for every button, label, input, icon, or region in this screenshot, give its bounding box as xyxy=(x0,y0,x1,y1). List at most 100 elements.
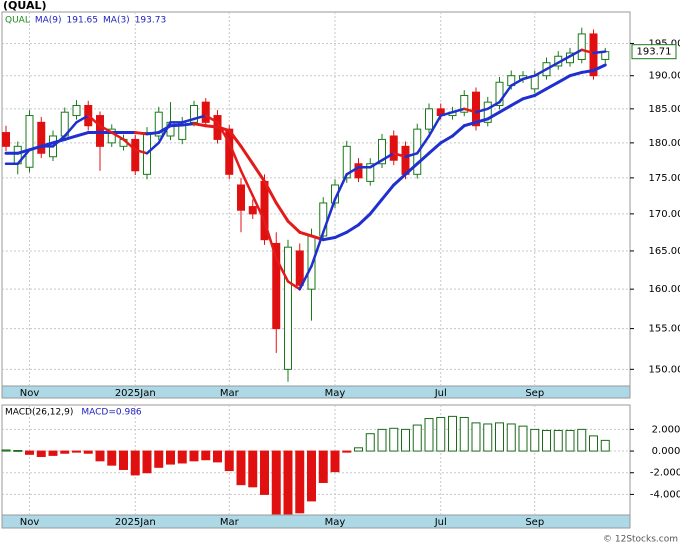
y-tick-label: 2.000 xyxy=(652,424,680,435)
candle-body xyxy=(589,33,598,77)
macd-bar xyxy=(130,450,140,476)
candle-body xyxy=(389,135,398,161)
macd-bar xyxy=(224,450,234,472)
candle-body xyxy=(37,121,46,154)
ma-segment xyxy=(274,201,290,223)
ma-segment xyxy=(251,194,266,223)
macd-bar xyxy=(600,439,610,452)
y-tick-label: 0.000 xyxy=(652,446,680,457)
macd-bar xyxy=(365,433,375,452)
ma-segment xyxy=(509,97,525,107)
ma-segment xyxy=(392,172,407,187)
ma-segment xyxy=(545,61,560,71)
ma-segment xyxy=(592,63,607,72)
macd-bar xyxy=(542,429,551,452)
macd-bar xyxy=(201,450,211,461)
ma-segment xyxy=(239,169,254,197)
x-tick-label: May xyxy=(325,517,346,528)
ma-segment xyxy=(580,68,595,74)
ma-segment xyxy=(16,148,31,165)
ma-segment xyxy=(380,183,396,201)
ma-segment xyxy=(498,84,513,104)
ma-segment xyxy=(204,114,219,124)
legend-text: MA(3) xyxy=(103,16,130,26)
ma-segment xyxy=(192,122,208,128)
y-tick-label: 190.00 xyxy=(649,71,680,82)
macd-bar xyxy=(342,450,352,453)
macd-bar xyxy=(260,450,269,495)
macd-bar xyxy=(36,450,46,457)
candle-body xyxy=(378,138,386,165)
macd-bar xyxy=(283,450,293,515)
x-tick-label: Mar xyxy=(220,517,240,528)
macd-date-band xyxy=(1,514,631,529)
ma-segment xyxy=(87,114,102,127)
ma-segment xyxy=(169,123,184,128)
candle-body xyxy=(366,163,375,182)
ma-segment xyxy=(145,131,161,136)
candle-body xyxy=(577,33,586,60)
ma-segment xyxy=(310,231,325,268)
macd-current: MACD=0.986 xyxy=(81,408,142,418)
macd-bar xyxy=(412,424,422,452)
macd-bar xyxy=(236,450,246,486)
x-tick-label: 2025Jan xyxy=(115,517,156,528)
macd-bar xyxy=(213,450,222,463)
ma-segment xyxy=(51,134,66,148)
ma-segment xyxy=(134,148,149,155)
candle-body xyxy=(96,115,104,147)
macd-bar xyxy=(459,416,469,452)
ma-segment xyxy=(239,144,255,166)
ma-segment xyxy=(298,230,313,238)
x-tick-label: May xyxy=(325,388,346,399)
ma-segment xyxy=(498,103,513,114)
price-box xyxy=(631,44,677,60)
macd-bar xyxy=(154,450,164,468)
ma-segment xyxy=(463,107,478,114)
y-tick-label: 165.00 xyxy=(649,246,680,257)
macd-bar xyxy=(589,435,598,452)
macd-bar xyxy=(271,450,281,515)
macd-bar xyxy=(248,450,258,488)
macd-bar xyxy=(189,450,199,462)
macd-bar xyxy=(107,450,117,466)
ma-segment xyxy=(321,235,337,242)
macd-bar xyxy=(495,422,504,452)
y-tick-label: 170.00 xyxy=(649,209,680,220)
macd-bar xyxy=(119,450,128,470)
x-tick-label: Jul xyxy=(434,517,447,528)
ma-segment xyxy=(580,48,595,55)
y-tick-label: -2.000 xyxy=(650,468,680,479)
y-tick-label: 185.00 xyxy=(649,104,680,115)
candle-body xyxy=(425,108,433,130)
candle-body xyxy=(472,91,480,127)
macd-bar xyxy=(448,415,457,452)
candle-body xyxy=(131,138,140,172)
ma-segment xyxy=(75,131,90,138)
candle-body xyxy=(483,101,492,123)
ma-segment xyxy=(521,74,536,81)
macd-bar xyxy=(565,429,575,452)
footer: © 12Stocks.com xyxy=(603,535,678,545)
y-tick-label: 160.00 xyxy=(649,284,680,295)
y-tick-label: 195.00 xyxy=(649,38,680,49)
macd-bar xyxy=(318,450,328,483)
ma-segment xyxy=(75,114,90,124)
macd-bar xyxy=(48,450,58,456)
ma-segment xyxy=(462,120,478,128)
ma-segment xyxy=(427,114,442,138)
ma-segment xyxy=(592,50,607,55)
ma-segment xyxy=(416,134,431,155)
macd-bar xyxy=(83,450,93,454)
ma-segment xyxy=(298,264,313,291)
y-tick-label: 150.00 xyxy=(649,364,680,375)
candle-body xyxy=(72,104,81,117)
ma-segment xyxy=(204,124,219,129)
legend-text: 193.73 xyxy=(135,16,167,26)
ma-segment xyxy=(404,152,419,158)
y-tick-label: 175.00 xyxy=(649,173,680,184)
macd-bar xyxy=(436,416,446,452)
ma-segment xyxy=(333,230,349,239)
